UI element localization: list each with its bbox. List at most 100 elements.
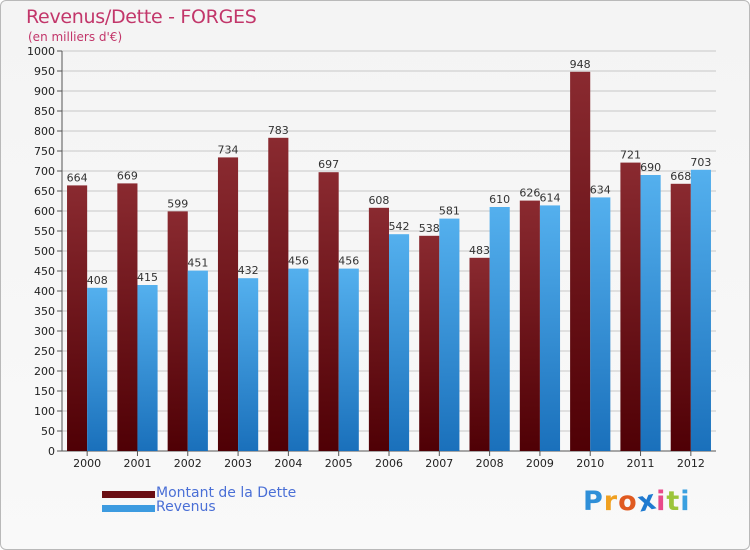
bar-revenus [338, 268, 359, 451]
y-tick-label: 900 [34, 85, 55, 98]
x-tick-label: 2003 [224, 457, 252, 470]
bar-debt [419, 235, 440, 451]
bar-revenus [137, 285, 158, 451]
bar-revenus [238, 278, 259, 451]
logo-letter: t [666, 486, 681, 517]
bar-revenus [590, 197, 611, 451]
chart-title: Revenus/Dette - FORGES [26, 6, 257, 28]
y-tick-label: 100 [34, 405, 55, 418]
y-tick-label: 400 [34, 285, 55, 298]
data-label-revenus: 634 [590, 183, 611, 196]
bar-revenus [489, 207, 510, 451]
logo-letter: i [680, 486, 691, 517]
y-tick-label: 750 [34, 145, 55, 158]
logo-letter: o [618, 486, 638, 517]
y-tick-label: 550 [34, 225, 55, 238]
data-label-debt: 721 [620, 149, 641, 162]
legend-label-debt: Montant de la Dette [156, 485, 297, 501]
legend-swatch-revenus [102, 505, 155, 512]
axes: 0 50 100 150 200 250 300 350 400 450 500 550 600 650 7… [27, 45, 716, 470]
data-label-revenus: 456 [338, 255, 359, 268]
bar-revenus [539, 205, 561, 451]
x-tick-label: 2012 [677, 457, 705, 470]
y-tick-label: 700 [34, 165, 55, 178]
data-label-debt: 483 [469, 244, 490, 257]
data-label-revenus: 456 [288, 255, 309, 268]
labels: 6644086694155994517344327834566974566085… [67, 58, 712, 287]
data-label-revenus: 581 [439, 205, 460, 218]
data-label-revenus: 432 [238, 264, 259, 277]
y-tick-label: 250 [34, 345, 55, 358]
bar-debt [368, 207, 389, 451]
logo-letter: i [656, 486, 667, 517]
data-label-revenus: 542 [389, 220, 410, 233]
bar-revenus [389, 234, 410, 451]
x-tick-label: 2007 [425, 457, 453, 470]
data-label-debt: 669 [117, 169, 138, 182]
y-tick-label: 800 [34, 125, 55, 138]
data-label-debt: 697 [318, 158, 339, 171]
bar-debt [268, 137, 289, 452]
bar-debt [670, 183, 691, 452]
y-tick-label: 850 [34, 105, 55, 118]
logo-letter: P [583, 486, 604, 517]
y-tick-label: 450 [34, 265, 55, 278]
data-label-revenus: 451 [187, 257, 208, 270]
bar-debt [217, 157, 239, 451]
x-tick-label: 2008 [476, 457, 504, 470]
x-tick-label: 2011 [627, 457, 655, 470]
data-label-debt: 948 [570, 58, 591, 71]
chart-subtitle: (en milliers d'€) [28, 30, 123, 44]
logo-letter: r [603, 486, 619, 517]
legend-swatch-debt [102, 491, 155, 498]
data-label-revenus: 415 [137, 271, 158, 284]
bar-debt [519, 200, 540, 451]
y-tick-label: 300 [34, 325, 55, 338]
y-tick-label: 650 [34, 185, 55, 198]
data-label-revenus: 408 [87, 274, 108, 287]
data-label-debt: 668 [670, 170, 691, 183]
y-tick-label: 1000 [27, 45, 55, 58]
y-tick-label: 200 [34, 365, 55, 378]
y-tick-label: 950 [34, 65, 55, 78]
x-tick-label: 2010 [576, 457, 604, 470]
x-tick-label: 2009 [526, 457, 554, 470]
y-tick-label: 0 [48, 445, 55, 458]
y-tick-label: 600 [34, 205, 55, 218]
data-label-revenus: 614 [539, 191, 560, 204]
y-tick-label: 150 [34, 385, 55, 398]
bar-revenus [187, 270, 208, 451]
x-tick-label: 2004 [274, 457, 302, 470]
bar-chart: 0 50 100 150 200 250 300 350 400 450 500 550 600 650 7… [27, 45, 716, 470]
x-tick-label: 2002 [174, 457, 202, 470]
bar-revenus [288, 268, 309, 451]
y-tick-label: 500 [34, 245, 55, 258]
bar-debt [167, 211, 188, 451]
data-label-debt: 734 [218, 143, 239, 156]
bar-revenus [640, 175, 661, 451]
x-tick-label: 2000 [73, 457, 101, 470]
data-label-debt: 664 [67, 171, 88, 184]
data-label-debt: 783 [268, 124, 289, 137]
proxiti-logo: Proxiti [583, 484, 691, 518]
data-label-revenus: 703 [690, 156, 711, 169]
bar-debt [620, 162, 641, 451]
y-tick-label: 50 [41, 425, 55, 438]
bar-revenus [87, 287, 108, 451]
bar-revenus [690, 169, 711, 452]
x-tick-label: 2001 [123, 457, 151, 470]
x-tick-label: 2005 [325, 457, 353, 470]
bar-debt [318, 172, 339, 451]
bar-debt [67, 185, 88, 451]
data-label-debt: 626 [519, 187, 540, 200]
data-label-debt: 608 [368, 194, 389, 207]
bar-debt [570, 71, 591, 452]
data-label-revenus: 690 [640, 161, 661, 174]
bar-debt [117, 183, 138, 451]
legend-label-revenus: Revenus [156, 499, 216, 515]
data-label-debt: 538 [419, 222, 440, 235]
x-tick-label: 2006 [375, 457, 403, 470]
bars [67, 71, 711, 452]
y-tick-label: 350 [34, 305, 55, 318]
